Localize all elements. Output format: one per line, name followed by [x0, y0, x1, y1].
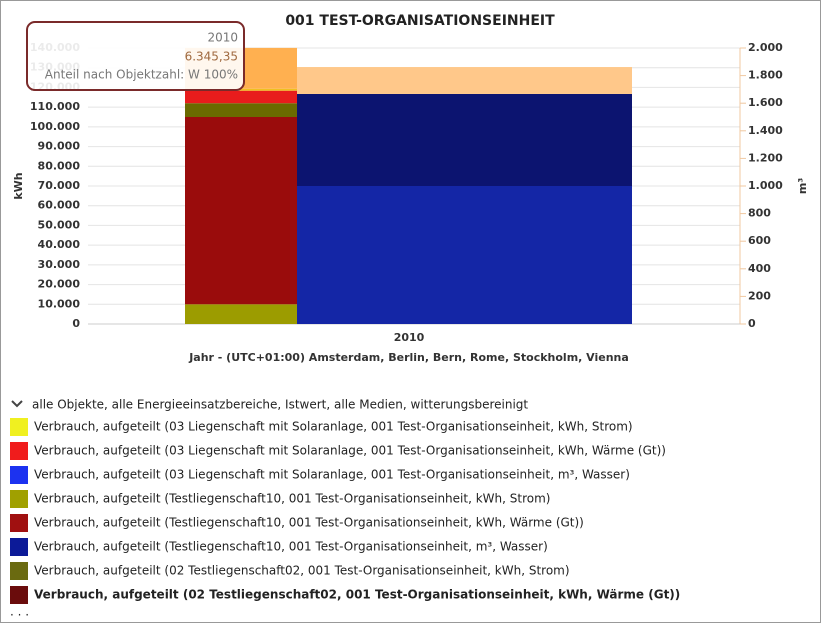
- chevron[interactable]: [11, 400, 23, 408]
- y2-tick-label: 0: [748, 317, 756, 330]
- y2-tick-label: 1.800: [748, 69, 783, 82]
- legend-item[interactable]: Verbrauch, aufgeteilt (Testliegenschaft1…: [34, 516, 584, 530]
- legend-item[interactable]: Verbrauch, aufgeteilt (03 Liegenschaft m…: [34, 468, 630, 482]
- legend-more[interactable]: . . .: [10, 605, 29, 619]
- y2-tick-label: 400: [748, 262, 771, 275]
- bar-segment: [185, 103, 297, 117]
- legend-swatch[interactable]: [10, 514, 28, 532]
- chart-title: 001 TEST-ORGANISATIONSEINHEIT: [285, 13, 555, 29]
- y2-tick-label: 1.400: [748, 124, 783, 137]
- tooltip: 2010 6.345,35 Anteil nach Objektzahl: W 10…: [26, 21, 245, 91]
- y2-axis-label: m³: [796, 178, 809, 194]
- legend-item[interactable]: Verbrauch, aufgeteilt (02 Testliegenscha…: [34, 564, 570, 578]
- y2-tick-label: 600: [748, 234, 771, 247]
- tooltip-text: Anteil nach Objektzahl: W 100%: [45, 68, 238, 82]
- y-tick-label: 40.000: [38, 238, 81, 251]
- legend-swatch[interactable]: [10, 490, 28, 508]
- tooltip-title: 2010: [207, 31, 238, 45]
- legend-item[interactable]: Verbrauch, aufgeteilt (03 Liegenschaft m…: [34, 444, 666, 458]
- bar-segment: [185, 88, 297, 91]
- bar-segment: [297, 93, 632, 186]
- legend-swatch[interactable]: [10, 442, 28, 460]
- y-tick-label: 70.000: [38, 179, 81, 192]
- legend-swatch[interactable]: [10, 466, 28, 484]
- bar-segment: [185, 90, 297, 104]
- y-tick-label: 60.000: [38, 199, 81, 212]
- y-tick-label: 0: [72, 317, 80, 330]
- legend-swatch[interactable]: [10, 586, 28, 604]
- bar-segment: [185, 304, 297, 324]
- y2-tick-label: 200: [748, 289, 771, 302]
- y2-tick-label: 2.000: [748, 41, 783, 54]
- legend-swatch[interactable]: [10, 418, 28, 436]
- tooltip-value: 6.345,35: [185, 50, 238, 64]
- bar-segment: [185, 117, 297, 305]
- y2-tick-label: 800: [748, 207, 771, 220]
- x-axis-label: Jahr - (UTC+01:00) Amsterdam, Berlin, Be…: [188, 351, 629, 364]
- y-tick-label: 50.000: [38, 218, 81, 231]
- legend-swatch[interactable]: [10, 538, 28, 556]
- x-tick-label: 2010: [394, 331, 425, 344]
- tooltip-box: [26, 21, 245, 91]
- y-tick-label: 10.000: [38, 297, 81, 310]
- y-tick-label: 30.000: [38, 258, 81, 271]
- bar-segment: [297, 67, 632, 94]
- y-tick-label: 20.000: [38, 278, 81, 291]
- legend-title[interactable]: alle Objekte, alle Energieeinsatzbereich…: [32, 398, 528, 412]
- y-tick-label: 110.000: [30, 100, 80, 113]
- y-tick-label: 90.000: [38, 140, 81, 153]
- legend-swatch[interactable]: [10, 562, 28, 580]
- y-tick-label: 100.000: [30, 120, 80, 133]
- y-tick-label: 80.000: [38, 159, 81, 172]
- y2-tick-label: 1.200: [748, 151, 783, 164]
- y-axis-label: kWh: [12, 172, 25, 199]
- bar-segment: [297, 186, 632, 324]
- legend-item[interactable]: Verbrauch, aufgeteilt (02 Testliegenscha…: [34, 588, 680, 602]
- y2-tick-label: 1.000: [748, 179, 783, 192]
- legend-item[interactable]: Verbrauch, aufgeteilt (Testliegenschaft1…: [34, 540, 548, 554]
- legend-item[interactable]: Verbrauch, aufgeteilt (Testliegenschaft1…: [34, 492, 550, 506]
- y2-tick-label: 1.600: [748, 96, 783, 109]
- legend-item[interactable]: Verbrauch, aufgeteilt (03 Liegenschaft m…: [34, 420, 633, 434]
